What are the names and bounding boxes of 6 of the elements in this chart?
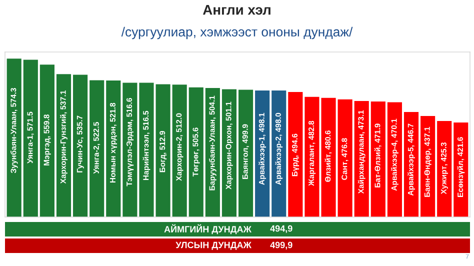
data-label: 494,9 [270,225,292,233]
data-label: 499,9 [270,242,292,250]
chart-subtitle: /сургуулиар, хэмжээст ононы дундаж/ [121,26,353,40]
category-label: УЛСЫН ДУНДАЖ [176,242,252,250]
chart-title: Англи хэл [202,5,270,15]
category-label: АЙМГИЙН ДУНДАЖ [164,224,252,234]
